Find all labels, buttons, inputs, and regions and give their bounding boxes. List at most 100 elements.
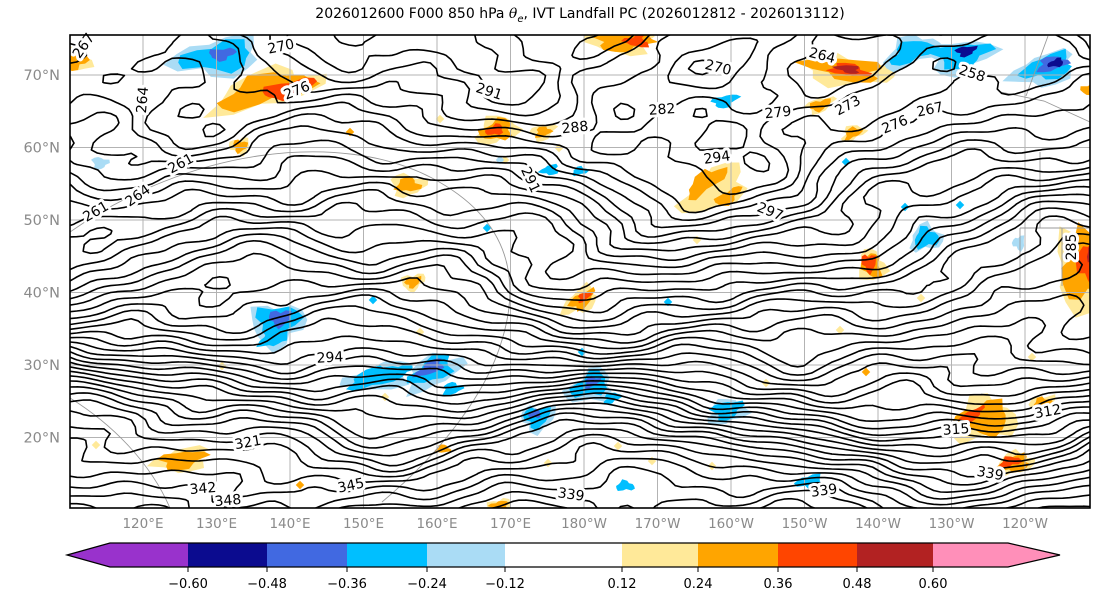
contour-label: 273 — [832, 93, 863, 120]
colorbar-segment — [622, 543, 698, 567]
contour-label: 339 — [557, 485, 586, 505]
figure-title: 2026012600 F000 850 hPa θe, IVT Landfall… — [70, 6, 1090, 25]
contour-label: 261 — [80, 198, 111, 225]
shade-patch — [708, 400, 745, 422]
shade-patch — [999, 456, 1023, 469]
x-tick-label: 160°E — [416, 516, 457, 532]
colorbar-segment — [188, 543, 267, 567]
shade-patch — [487, 500, 510, 508]
map-border — [69, 34, 1091, 509]
colorbar-segment — [267, 543, 347, 567]
tiny-shade-mark — [368, 295, 378, 305]
title-theta-subscript: e — [517, 13, 524, 25]
colorbar-segment — [698, 543, 778, 567]
tiny-shade-mark — [955, 200, 965, 210]
colorbar-tick-label: 0.24 — [684, 577, 713, 592]
tiny-shade-mark — [91, 440, 101, 450]
shade-patch — [441, 381, 465, 397]
shade-patch — [91, 157, 110, 170]
colorbar-segment — [347, 543, 427, 567]
contour-label: 267 — [915, 99, 944, 120]
shade-patch — [393, 176, 423, 192]
contour-label: 321 — [233, 433, 262, 453]
contour-label: 264 — [122, 182, 153, 210]
shade-patch — [914, 225, 940, 250]
contour-label: 291 — [474, 80, 504, 103]
tiny-shade-mark — [482, 223, 492, 233]
shade-patch — [888, 41, 941, 66]
shade-patches-layer — [70, 35, 1090, 508]
x-tick-label: 160°W — [708, 516, 754, 532]
shade-patch — [616, 479, 635, 491]
contour-label: 288 — [561, 119, 589, 138]
colorbar-segment — [933, 543, 1060, 567]
shade-patch — [1080, 84, 1090, 96]
shade-patch — [831, 65, 860, 74]
shade-patch — [1061, 222, 1090, 300]
y-tick-label: 40°N — [23, 286, 60, 302]
contour-label: 315 — [942, 421, 970, 439]
shade-patch — [809, 98, 831, 113]
shade-patch — [710, 94, 742, 109]
colorbar-tick-label: 0.36 — [764, 577, 793, 592]
contour-label: 258 — [957, 62, 987, 85]
contour-label: 264 — [134, 86, 152, 114]
contour-label: 270 — [703, 57, 733, 79]
shade-patch — [484, 123, 504, 136]
colorbar-tick-label: 0.60 — [919, 577, 948, 592]
geo-line — [70, 397, 171, 508]
colorbar-tick-label: 0.48 — [843, 577, 872, 592]
y-tick-label: 60°N — [23, 141, 60, 157]
tiny-shade-mark — [916, 293, 926, 303]
shade-patch — [688, 167, 728, 201]
x-tick-label: 120°W — [1002, 516, 1048, 532]
tiny-shade-mark — [647, 456, 657, 466]
shade-patch — [283, 84, 306, 94]
colorbar-tick-label: −0.24 — [407, 577, 447, 592]
shade-patch — [383, 364, 413, 380]
x-tick-label: 150°W — [782, 516, 828, 532]
colorbar-tick-label: −0.12 — [485, 577, 525, 592]
x-tick-label: 180°W — [561, 516, 607, 532]
tiny-shade-mark — [835, 325, 845, 335]
contour-label: 345 — [336, 475, 365, 496]
x-tick-label: 120°E — [122, 516, 163, 532]
tiny-shade-mark — [1027, 352, 1037, 362]
colorbar-tick-label: −0.60 — [168, 577, 208, 592]
shade-patch — [1047, 57, 1063, 68]
shade-patch — [957, 404, 985, 424]
contour-label: 294 — [316, 349, 344, 366]
colorbar-outline — [64, 542, 1061, 568]
contour-label: 285 — [1064, 234, 1080, 261]
shade-patch — [1075, 243, 1090, 284]
shade-patch — [954, 45, 978, 58]
shade-patch — [1011, 235, 1025, 252]
x-tick-label: 140°E — [269, 516, 310, 532]
colorbar-segment — [857, 543, 933, 567]
axis-layer: 120°E 130°E 140°E 150°E 160°E 170°E 180°W 170°W… — [23, 34, 1091, 532]
colorbar-segment — [778, 543, 857, 567]
colorbar-segment — [505, 543, 622, 567]
shade-patch — [537, 163, 559, 176]
y-tick-label: 20°N — [23, 431, 60, 447]
y-tick-label: 70°N — [23, 68, 60, 84]
contour-label: 339 — [975, 464, 1004, 484]
colorbar-tick-label: −0.48 — [247, 577, 287, 592]
x-tick-label: 130°W — [929, 516, 975, 532]
title-suffix: , IVT Landfall PC (2026012812 - 20260131… — [523, 6, 845, 22]
contour-label: 279 — [764, 104, 792, 123]
tiny-shade-mark — [295, 480, 305, 490]
contour-label: 282 — [648, 101, 676, 119]
title-prefix: 2026012600 F000 850 hPa — [315, 6, 509, 22]
shade-patch — [713, 186, 743, 206]
x-tick-label: 170°E — [490, 516, 531, 532]
y-tick-label: 30°N — [23, 358, 60, 374]
tiny-shade-mark — [435, 114, 445, 124]
x-tick-label: 170°W — [635, 516, 681, 532]
geo-line — [999, 91, 1090, 123]
title-theta-symbol: θ — [508, 6, 518, 22]
x-tick-label: 150°E — [343, 516, 384, 532]
colorbar-segment — [67, 543, 188, 567]
